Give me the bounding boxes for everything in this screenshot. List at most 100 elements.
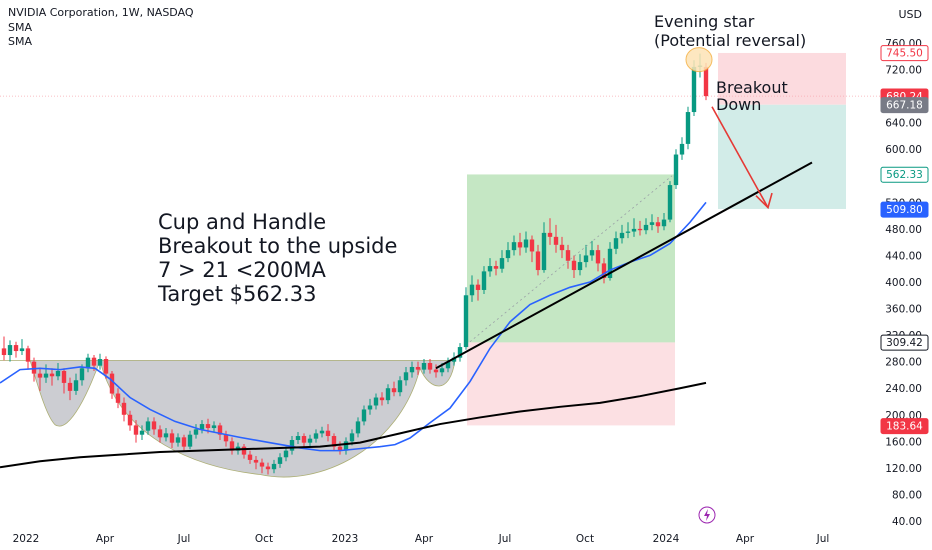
candle-body [121,402,127,415]
candle-body [295,436,301,441]
y-tick-label: 400.00 [885,277,922,289]
candle-body [67,382,73,391]
candle-body [481,271,487,290]
candle-body [529,239,535,252]
candle-body [421,362,427,370]
price-tag [880,166,929,183]
candle-body [313,433,319,439]
candle-body [19,348,25,352]
projection-line [469,175,673,343]
candle-body [373,397,379,406]
candle-body [391,388,397,393]
candle-body [325,430,331,437]
y-tick-label: 120.00 [885,463,922,475]
candle-body [385,388,391,401]
cup-handle-annotation: Breakout to the upside [158,234,397,258]
x-tick-label: 2022 [13,533,40,545]
candle-body [583,255,589,263]
candle-body [7,345,13,356]
candle-body [487,266,493,272]
candle-body [343,441,349,451]
candle-body [367,405,373,410]
candle-body [475,284,481,290]
evening-star-circle [685,47,713,73]
candle-body [667,185,673,220]
cup-handle-shape [0,358,456,478]
x-tick-label: 2024 [653,533,680,545]
candle-body [535,251,541,271]
candle-body [361,409,367,422]
candle-body [85,357,91,369]
y-tick-label: 720.00 [885,65,922,77]
candle-body [553,236,559,245]
sma-slow-line [0,381,707,469]
candle-body [337,446,343,451]
candle-body [517,242,523,248]
cup-handle-annotation: Cup and Handle [158,210,326,234]
lightning-icon [704,509,710,521]
candle-body [451,357,457,362]
candle-body [163,433,169,438]
candles-layer [1,53,709,475]
candle-body [187,434,193,447]
currency-label[interactable]: USD [898,8,922,21]
y-tick-label: 480.00 [885,224,922,236]
candle-body [679,143,685,155]
candle-body [445,361,451,369]
candle-body [193,429,199,435]
price-tag [880,334,929,351]
candle-body [415,366,421,370]
breakout-down-annotation: Breakout [716,78,788,97]
candle-body [643,224,649,231]
candle-body [91,357,97,366]
candle-body [349,433,355,442]
candle-body [229,441,235,451]
price-tag-label: 183.64 [886,421,923,433]
price-tag-label: 309.42 [886,337,923,349]
candle-body [283,450,289,458]
candle-body [625,231,631,233]
candle-body [253,459,259,463]
candle-body [37,373,43,378]
candle-body [463,295,469,348]
symbol-title[interactable]: NVIDIA Corporation, 1W, NASDAQ [8,6,194,19]
sma-lines [0,201,707,469]
candle-body [355,421,361,434]
y-tick-label: 440.00 [885,250,922,262]
candle-body [403,372,409,381]
sma-indicator-label-1[interactable]: SMA [8,21,32,34]
candle-body [493,266,499,269]
x-tick-label: Apr [415,533,434,545]
price-tag-label: 562.33 [886,169,923,181]
price-tag [880,97,929,114]
trendline [435,161,813,370]
price-tag-label: 509.80 [886,204,923,216]
candle-body [145,421,151,431]
candle-body [457,347,463,358]
candle-body [247,454,253,460]
candle-body [655,222,661,227]
candle-body [397,380,403,393]
candle-body [703,66,709,97]
candle-body [127,414,133,426]
candle-body [151,421,157,430]
candle-body [43,373,49,378]
candle-body [97,359,103,366]
candle-body [631,228,637,232]
x-tick-label: Jul [816,533,830,545]
y-tick-label: 280.00 [885,357,922,369]
x-tick-label: Jul [177,533,191,545]
evening-star-annotation: (Potential reversal) [654,31,806,50]
candle-body [595,250,601,264]
candle-body [55,370,61,377]
candle-body [649,222,655,225]
cup-handle-annotation: Target $562.33 [157,282,316,306]
sma-indicator-label-2[interactable]: SMA [8,35,32,48]
sma-fast-line [0,201,707,452]
price-tag-label: 667.18 [886,100,923,112]
y-tick-label: 640.00 [885,118,922,130]
candle-body [409,366,415,373]
candle-body [73,380,79,391]
candle-body [265,466,271,470]
